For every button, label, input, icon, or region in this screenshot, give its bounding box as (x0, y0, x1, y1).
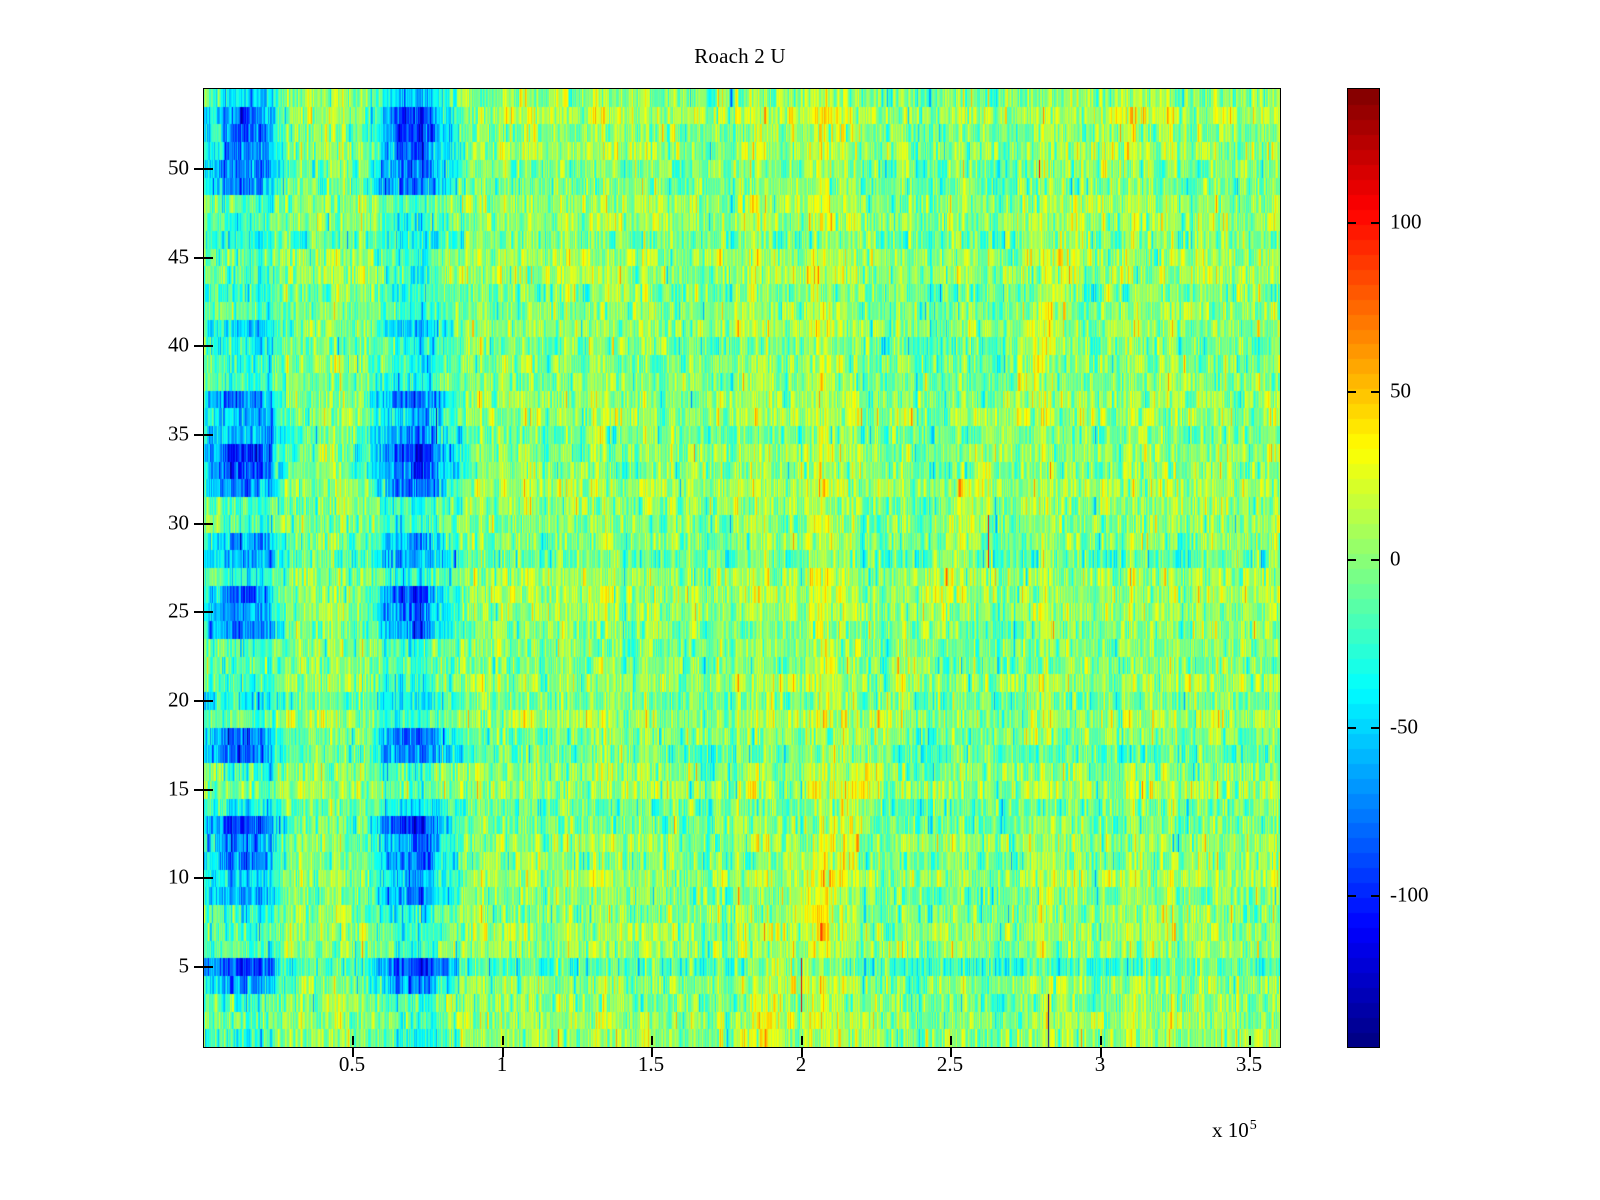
colorbar[interactable] (1347, 88, 1380, 1048)
colorbar-tick-mark-left (1348, 391, 1356, 393)
colorbar-tick-label: -100 (1390, 882, 1429, 907)
colorbar-tick-mark-left (1348, 727, 1356, 729)
y-axis-tick-mark-inner (204, 700, 213, 702)
y-axis-tick-mark-inner (204, 257, 213, 259)
y-axis-tick-label: 10 (168, 864, 189, 889)
colorbar-tick-mark-right (1371, 559, 1379, 561)
x-axis-tick-mark-inner (801, 1036, 803, 1045)
x-axis-tick-label: 1 (496, 1052, 508, 1076)
colorbar-tick-label: 100 (1390, 209, 1422, 234)
colorbar-tick-mark-right (1371, 391, 1379, 393)
x-axis-tick-label: 3.5 (1235, 1052, 1263, 1076)
x-axis-tick-label: 1.5 (637, 1052, 665, 1076)
x-axis-tick-label: 2 (795, 1052, 807, 1076)
colorbar-tick-mark-left (1348, 559, 1356, 561)
y-axis-tick-mark-inner (204, 877, 213, 879)
y-axis-tick-label: 5 (178, 953, 190, 978)
colorbar-tick-label: 0 (1390, 546, 1401, 571)
x-axis-tick-mark (801, 1048, 803, 1057)
y-axis-tick-mark (194, 877, 203, 879)
heatmap-axes[interactable] (203, 88, 1281, 1048)
y-axis-tick-mark-inner (204, 168, 213, 170)
y-axis-tick-label: 25 (168, 598, 189, 623)
y-axis-tick-label: 45 (168, 244, 189, 269)
x-axis-tick-label: 3 (1094, 1052, 1106, 1076)
x-axis-tick-mark-inner (1100, 1036, 1102, 1045)
x-axis-tick-label: 2.5 (936, 1052, 964, 1076)
x-exponent-power: 5 (1249, 1118, 1257, 1133)
y-axis-tick-mark (194, 434, 203, 436)
x-axis-tick-mark-inner (352, 1036, 354, 1045)
x-axis-tick-mark (1100, 1048, 1102, 1057)
x-axis-tick-mark-inner (651, 1036, 653, 1045)
heatmap-image (204, 89, 1280, 1047)
x-axis-exponent-label: x 105 (1212, 1118, 1257, 1143)
y-axis-tick-mark (194, 611, 203, 613)
y-axis-tick-mark-inner (204, 611, 213, 613)
y-axis-tick-mark-inner (204, 434, 213, 436)
y-axis-tick-mark (194, 966, 203, 968)
x-axis-tick-mark (352, 1048, 354, 1057)
colorbar-tick-mark-right (1371, 895, 1379, 897)
y-axis-tick-mark-inner (204, 523, 213, 525)
colorbar-gradient (1348, 89, 1379, 1047)
colorbar-tick-mark-left (1348, 222, 1356, 224)
colorbar-tick-label: -50 (1390, 714, 1418, 739)
y-axis-tick-label: 35 (168, 421, 189, 446)
y-axis-tick-mark (194, 345, 203, 347)
y-axis-tick-mark (194, 789, 203, 791)
colorbar-tick-label: 50 (1390, 378, 1411, 403)
x-axis-tick-mark (502, 1048, 504, 1057)
x-exponent-prefix: x 10 (1212, 1118, 1249, 1142)
colorbar-tick-mark-right (1371, 222, 1379, 224)
y-axis-tick-label: 15 (168, 776, 189, 801)
y-axis-tick-label: 30 (168, 510, 189, 535)
y-axis-tick-mark (194, 257, 203, 259)
x-axis-tick-mark-inner (502, 1036, 504, 1045)
x-axis-tick-label: 0.5 (338, 1052, 366, 1076)
x-axis-tick-mark (651, 1048, 653, 1057)
page-title: Roach 2 U (694, 44, 786, 68)
y-axis-tick-mark-inner (204, 789, 213, 791)
y-axis-tick-label: 50 (168, 155, 189, 180)
y-axis-tick-mark (194, 523, 203, 525)
colorbar-tick-mark-right (1371, 727, 1379, 729)
y-axis-tick-mark-inner (204, 966, 213, 968)
y-axis-tick-mark-inner (204, 345, 213, 347)
x-axis-tick-mark-inner (1249, 1036, 1251, 1045)
y-axis-tick-label: 20 (168, 687, 189, 712)
x-axis-tick-mark (1249, 1048, 1251, 1057)
colorbar-tick-mark-left (1348, 895, 1356, 897)
y-axis-tick-mark (194, 700, 203, 702)
y-axis-tick-label: 40 (168, 332, 189, 357)
x-axis-tick-mark-inner (950, 1036, 952, 1045)
y-axis-tick-mark (194, 168, 203, 170)
x-axis-tick-mark (950, 1048, 952, 1057)
